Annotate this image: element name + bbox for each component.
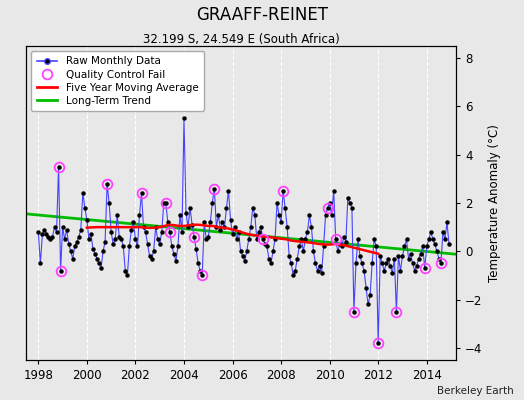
Y-axis label: Temperature Anomaly (°C): Temperature Anomaly (°C) (488, 124, 501, 282)
Legend: Raw Monthly Data, Quality Control Fail, Five Year Moving Average, Long-Term Tren: Raw Monthly Data, Quality Control Fail, … (31, 51, 204, 111)
Text: GRAAFF-REINET: GRAAFF-REINET (196, 6, 328, 24)
Title: 32.199 S, 24.549 E (South Africa): 32.199 S, 24.549 E (South Africa) (143, 33, 340, 46)
Text: Berkeley Earth: Berkeley Earth (437, 386, 514, 396)
